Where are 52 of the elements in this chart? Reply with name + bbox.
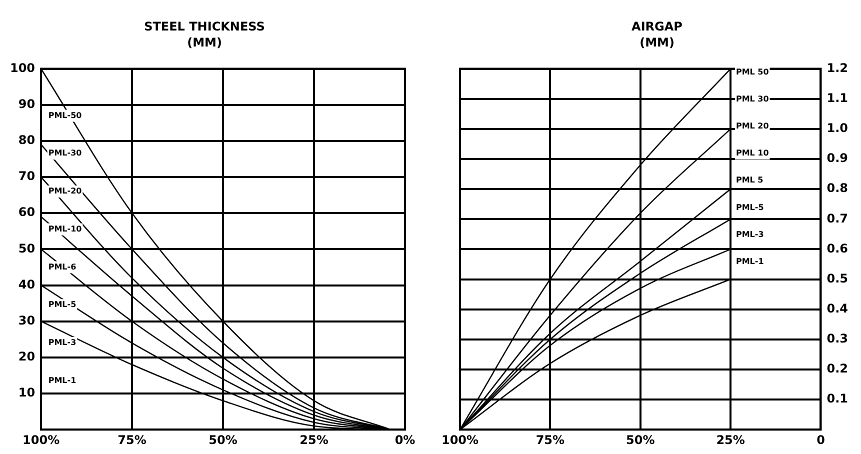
x-tick-label: 25% [300, 432, 328, 447]
x-tick-label: 50% [626, 432, 655, 447]
y2-tick-label: 1.0 [826, 121, 848, 136]
annotation: PML-10 [48, 224, 82, 234]
annotation: PML 50 [736, 67, 770, 76]
x-tick-label: 50% [208, 432, 238, 447]
x-tick-label: 100% [22, 432, 60, 447]
y-tick-label: 90 [18, 97, 36, 112]
y2-tick-label: 0.4 [826, 301, 848, 316]
annotation: PML-20 [48, 186, 82, 196]
y-tick-label: 80 [18, 133, 36, 148]
y-tick-label: 30 [18, 313, 36, 328]
y2-tick-label: 0.6 [826, 241, 848, 256]
y2-tick-label: 0.3 [826, 332, 848, 346]
annotation: PML 10 [736, 148, 770, 158]
y2-tick-label: 0.8 [826, 181, 848, 196]
x-tick-label: 0% [394, 432, 416, 447]
y-tick-label: 10 [18, 386, 36, 400]
y2-tick-label: 0.2 [826, 362, 848, 376]
x-tick-label: 100% [441, 432, 479, 447]
annotation: PML-6 [48, 262, 77, 272]
annotation: PML-30 [48, 148, 82, 158]
chart-title: AIRGAP [632, 19, 683, 34]
x-tick-label: 75% [118, 432, 146, 447]
y-tick-label: 60 [18, 205, 36, 220]
y-tick-label: 40 [18, 277, 36, 292]
annotation: PML-1 [736, 256, 764, 266]
y2-tick-label: 0.9 [826, 151, 848, 166]
y2-tick-label: 0.1 [826, 392, 848, 406]
x-tick-label: 75% [536, 432, 565, 447]
annotation: PML-3 [48, 338, 76, 348]
y-tick-label: 100 [10, 60, 36, 75]
annotation: PML 5 [736, 176, 764, 185]
x-tick-label: 0 [816, 432, 825, 447]
chart-subtitle: (MM) [640, 36, 674, 50]
y2-tick-label: 0.5 [826, 271, 848, 286]
chart-title: STEEL THICKNESS [144, 19, 265, 34]
y2-tick-label: 0.7 [826, 211, 848, 226]
chart-subtitle: (MM) [187, 36, 222, 50]
annotation: PML-50 [48, 110, 82, 120]
y2-tick-label: 1.2 [826, 60, 848, 75]
annotation: PML 20 [736, 122, 770, 131]
y2-tick-label: 1.1 [826, 90, 848, 105]
y-tick-label: 70 [18, 169, 36, 184]
y-tick-label: 50 [18, 241, 36, 256]
annotation: PML-3 [736, 230, 764, 239]
annotation: PML 30 [736, 94, 770, 104]
y-tick-label: 20 [18, 350, 36, 364]
x-tick-label: 25% [716, 432, 745, 447]
annotation: PML-5 [48, 300, 77, 310]
annotation: PML-5 [736, 202, 764, 212]
annotation: PML-1 [48, 376, 77, 385]
